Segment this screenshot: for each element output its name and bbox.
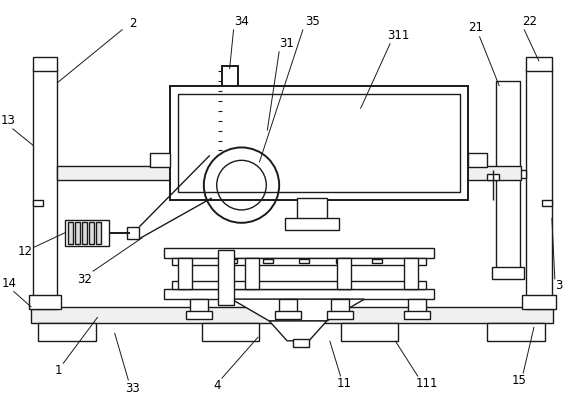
- Bar: [219, 178, 233, 186]
- Text: 111: 111: [416, 377, 438, 390]
- Text: 4: 4: [213, 379, 221, 392]
- Bar: [190, 299, 208, 313]
- Bar: [340, 323, 398, 341]
- Bar: [299, 259, 309, 263]
- Text: 34: 34: [234, 15, 249, 28]
- Text: 1: 1: [54, 364, 62, 377]
- Bar: [275, 311, 301, 319]
- Bar: [57, 166, 521, 180]
- Bar: [222, 66, 237, 170]
- Bar: [33, 57, 57, 71]
- Bar: [487, 174, 499, 180]
- Bar: [202, 323, 260, 341]
- Text: 12: 12: [18, 245, 33, 258]
- Bar: [164, 289, 434, 299]
- Polygon shape: [232, 299, 364, 321]
- Bar: [82, 222, 87, 244]
- Text: 14: 14: [2, 277, 17, 290]
- Bar: [285, 218, 339, 230]
- Bar: [279, 299, 297, 313]
- Text: 22: 22: [523, 15, 538, 28]
- Text: 33: 33: [125, 382, 140, 395]
- Text: 31: 31: [279, 37, 293, 50]
- Bar: [404, 311, 430, 319]
- Bar: [526, 57, 552, 71]
- Bar: [95, 222, 101, 244]
- Bar: [467, 153, 487, 167]
- Bar: [522, 295, 556, 309]
- Bar: [178, 257, 192, 289]
- Text: 15: 15: [512, 374, 527, 387]
- Bar: [496, 170, 526, 178]
- Polygon shape: [170, 86, 467, 200]
- Bar: [408, 299, 426, 313]
- Bar: [526, 69, 552, 309]
- Bar: [127, 227, 139, 239]
- Text: 32: 32: [77, 273, 93, 286]
- Bar: [226, 259, 236, 263]
- Bar: [150, 153, 170, 167]
- Bar: [31, 307, 553, 323]
- Bar: [327, 311, 353, 319]
- Text: 35: 35: [306, 15, 320, 28]
- Bar: [297, 198, 327, 220]
- Bar: [336, 257, 350, 289]
- Bar: [263, 259, 273, 263]
- Bar: [542, 200, 552, 206]
- Text: 311: 311: [387, 29, 409, 42]
- Bar: [68, 222, 73, 244]
- Polygon shape: [269, 321, 327, 341]
- Text: 3: 3: [555, 279, 562, 292]
- Bar: [293, 339, 309, 347]
- Text: 13: 13: [1, 114, 16, 127]
- Bar: [172, 281, 426, 289]
- Bar: [372, 259, 382, 263]
- Bar: [331, 299, 349, 313]
- Text: 11: 11: [337, 377, 352, 390]
- Bar: [487, 323, 545, 341]
- Bar: [65, 220, 109, 246]
- Bar: [89, 222, 94, 244]
- Bar: [75, 222, 80, 244]
- Bar: [33, 200, 43, 206]
- Bar: [29, 295, 61, 309]
- Bar: [496, 81, 520, 271]
- Bar: [246, 257, 260, 289]
- Bar: [492, 267, 524, 279]
- Bar: [186, 311, 212, 319]
- Bar: [38, 323, 95, 341]
- Bar: [164, 248, 434, 257]
- Text: 21: 21: [468, 21, 483, 34]
- Bar: [172, 257, 426, 265]
- Bar: [33, 69, 57, 309]
- Text: 2: 2: [129, 17, 136, 30]
- Bar: [404, 257, 418, 289]
- Bar: [219, 158, 233, 168]
- Bar: [336, 259, 346, 263]
- Polygon shape: [178, 94, 460, 192]
- Bar: [218, 249, 233, 305]
